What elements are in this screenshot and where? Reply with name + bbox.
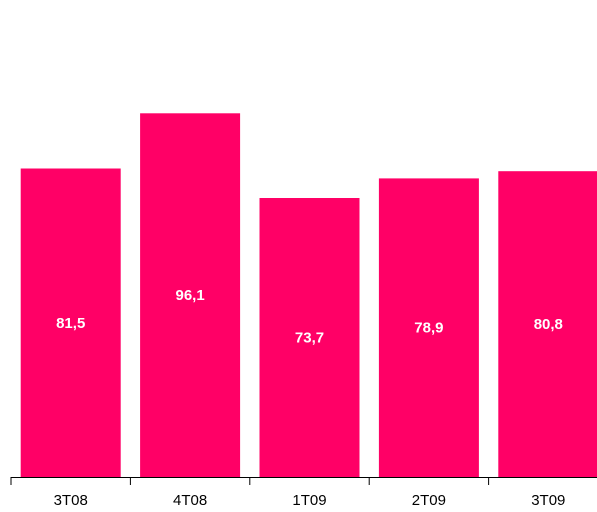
x-tick-label: 3T09 (531, 492, 565, 509)
bar-3t08 (20, 168, 121, 477)
bar-value-label: 80,8 (534, 316, 563, 333)
bar-value-label: 73,7 (295, 330, 324, 347)
bar-2t09 (378, 178, 479, 477)
x-axis: 3T08 4T08 1T09 2T09 3T09 (10, 477, 597, 509)
x-tick-label: 4T08 (173, 492, 207, 509)
bar-value-label: 81,5 (56, 315, 85, 332)
bar-value-label: 78,9 (414, 320, 443, 337)
x-tick-label: 1T09 (292, 492, 326, 509)
bar-1t09 (259, 198, 360, 477)
bars-group (20, 113, 597, 478)
x-tick-label: 3T08 (54, 492, 88, 509)
x-tick-label: 2T09 (412, 492, 446, 509)
value-labels-group: 81,5 96,1 73,7 78,9 80,8 (56, 287, 563, 346)
bar-3t09 (498, 171, 597, 477)
bar-4t08 (140, 113, 241, 478)
bar-value-label: 96,1 (175, 287, 204, 304)
